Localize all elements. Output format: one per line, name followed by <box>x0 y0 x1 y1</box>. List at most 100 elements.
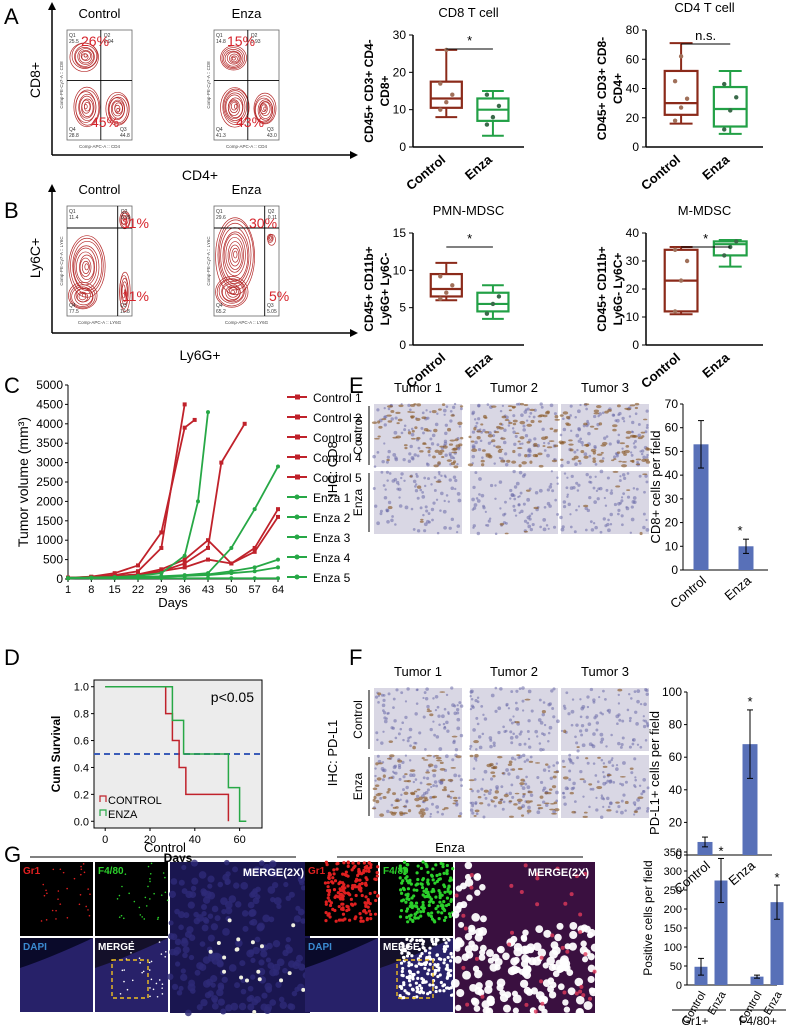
stained-cell <box>511 768 516 771</box>
nucleus <box>619 745 623 749</box>
stained-cell <box>389 776 393 779</box>
fluorescent-cell <box>436 974 440 979</box>
fluorescent-cell <box>427 968 431 972</box>
fluorescent-cell <box>85 905 88 908</box>
fluorescent-cell <box>439 957 443 961</box>
red-cell <box>507 942 512 947</box>
quadrant-label: Q4 <box>69 127 76 133</box>
x-axis-label: Days <box>164 851 193 865</box>
nucleus <box>295 905 301 911</box>
nucleus <box>620 514 624 518</box>
nucleus <box>529 527 534 532</box>
stained-cell <box>415 804 422 808</box>
panelA-flow-plot-1 <box>213 29 280 141</box>
nucleus <box>406 739 410 743</box>
contour-ring <box>81 53 89 61</box>
nucleus <box>285 895 292 902</box>
quadrant-value: 0.93 <box>251 39 261 45</box>
percent-label-top: 15% <box>227 33 255 49</box>
panelB-flow-plot-0 <box>66 205 133 317</box>
stained-cell <box>435 756 442 760</box>
nucleus <box>637 433 642 438</box>
fluorescent-cell <box>361 919 365 923</box>
stained-cell <box>484 431 490 434</box>
fluorescent-cell <box>327 893 331 897</box>
stained-cell <box>423 759 429 761</box>
nucleus <box>421 411 425 415</box>
stained-cell <box>590 448 597 453</box>
nucleus <box>633 445 637 449</box>
stained-cell <box>544 436 549 439</box>
box-Control <box>663 69 699 116</box>
stained-cell <box>459 405 464 408</box>
fluorescent-cell <box>412 888 416 892</box>
nucleus <box>599 469 604 474</box>
nucleus <box>456 711 460 715</box>
nucleus <box>481 778 485 781</box>
red-cell <box>510 930 515 935</box>
stained-cell <box>379 813 385 817</box>
fluorescent-cell <box>413 912 417 916</box>
stained-cell <box>533 445 539 447</box>
nucleus <box>515 707 519 711</box>
fluorescent-cell <box>406 892 410 896</box>
contour-ring <box>229 287 238 295</box>
nucleus <box>607 528 611 533</box>
contour-ring <box>84 263 89 271</box>
nucleus <box>432 697 435 700</box>
nucleus <box>435 805 440 809</box>
nucleus <box>271 881 279 889</box>
nucleus <box>426 788 430 792</box>
legend-label: Enza 4 <box>313 551 351 565</box>
nucleus <box>456 704 459 707</box>
nucleus <box>539 721 544 725</box>
fluorescent-cell <box>373 877 377 881</box>
nucleus <box>214 952 221 959</box>
stained-cell <box>542 445 546 447</box>
legend-label: Enza 3 <box>313 531 351 545</box>
fluorescence-tile-gr1 <box>305 860 380 936</box>
stained-cell <box>403 444 408 447</box>
nucleus <box>423 529 427 533</box>
nucleus <box>514 701 518 705</box>
nucleus <box>187 901 195 909</box>
stained-cell <box>580 449 585 454</box>
nucleus <box>559 515 563 520</box>
nucleus <box>477 404 481 408</box>
fluorescent-cell <box>362 908 367 913</box>
nucleus <box>196 914 204 922</box>
nucleus <box>269 999 277 1006</box>
series-line-control-1 <box>67 404 186 579</box>
merged-cell <box>567 987 576 996</box>
stained-cell <box>491 405 497 408</box>
nucleus <box>400 476 403 480</box>
nucleus <box>622 492 626 496</box>
merged-cell <box>559 957 569 967</box>
contour-ring <box>257 99 274 121</box>
nucleus <box>600 796 604 800</box>
contour-ring <box>71 286 94 307</box>
nucleus <box>522 424 526 428</box>
nucleus <box>638 474 642 478</box>
fluorescent-cell <box>118 916 121 918</box>
nucleus <box>200 998 208 1007</box>
nucleus <box>515 689 519 693</box>
fluorescence-tile-f480 <box>380 860 455 936</box>
legend-label: Control 2 <box>313 411 362 425</box>
stained-cell <box>629 459 635 463</box>
series-marker <box>89 576 94 581</box>
y-tick-label: 0.8 <box>74 709 89 721</box>
merged-cell <box>474 889 481 896</box>
nucleus <box>422 776 426 780</box>
stained-cell <box>533 506 539 510</box>
panelF-tumor-label: Tumor 1 <box>394 664 442 679</box>
nucleus <box>452 405 456 409</box>
y-tick-label: 250 <box>664 885 682 897</box>
nucleus <box>645 692 649 696</box>
stained-cell <box>477 795 482 799</box>
legend-marker <box>295 394 300 400</box>
nucleus <box>620 743 624 747</box>
merged-cell <box>257 977 262 982</box>
nucleus <box>421 490 424 494</box>
nucleus <box>436 810 440 814</box>
